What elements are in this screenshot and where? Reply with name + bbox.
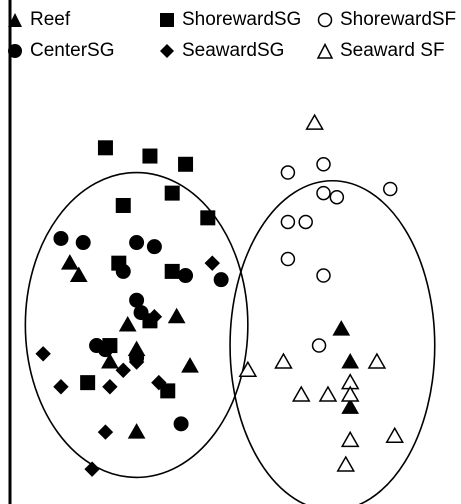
legend-label-seawardsg: SeawardSG <box>182 40 285 61</box>
point-seaward-sf-8 <box>340 385 360 402</box>
point-shorewardsf-8 <box>280 251 296 267</box>
point-shorewardsg-2 <box>142 148 158 164</box>
point-centersg-2 <box>75 235 91 251</box>
point-shorewardsf-7 <box>298 214 313 230</box>
point-seaward-sf-10 <box>340 430 360 448</box>
point-seaward-sf-2 <box>238 360 258 378</box>
diamond-filled-icon <box>160 44 174 58</box>
group-ellipses <box>24 171 436 504</box>
point-seaward-sf-1 <box>305 113 324 130</box>
legend: Reef ShorewardSG ShorewardSF CenterSG Se… <box>0 0 461 72</box>
point-centersg-13 <box>173 416 189 432</box>
point-shorewardsf-5 <box>383 181 398 197</box>
circle-open-icon <box>317 12 333 28</box>
legend-label-shorewardsf: ShorewardSF <box>340 9 457 30</box>
point-seawardsg-8 <box>146 309 163 325</box>
group-ellipse-1 <box>24 171 249 479</box>
point-reef-7 <box>341 353 360 369</box>
legend-label-shorewardsg: ShorewardSG <box>182 9 302 30</box>
point-seawardsg-6 <box>151 374 167 391</box>
point-centersg-6 <box>178 268 194 284</box>
point-seawardsg-3 <box>102 379 118 395</box>
point-shorewardsf-4 <box>329 189 345 205</box>
point-seawardsg-4 <box>115 362 131 378</box>
point-reef-10 <box>101 353 119 369</box>
data-points <box>35 113 404 477</box>
point-seaward-sf-7 <box>367 352 387 369</box>
point-seaward-sf-3 <box>274 352 293 369</box>
point-centersg-4 <box>146 239 162 255</box>
point-seawardsg-10 <box>84 461 100 477</box>
point-reef-2 <box>69 266 88 283</box>
point-centersg-1 <box>53 230 69 246</box>
point-centersg-9 <box>133 305 149 321</box>
point-seawardsg-7 <box>204 255 220 271</box>
point-reef-9 <box>127 423 146 439</box>
legend-item-seawardsg: SeawardSG <box>158 40 284 62</box>
point-shorewardsf-3 <box>316 185 331 201</box>
point-seawardsg-2 <box>53 379 69 395</box>
point-shorewardsg-6 <box>200 210 216 226</box>
legend-item-shorewardsg: ShorewardSG <box>158 9 301 31</box>
point-shorewardsf-10 <box>311 338 327 353</box>
point-shorewardsg-5 <box>115 197 131 213</box>
point-shorewardsf-2 <box>316 157 331 172</box>
point-reef-4 <box>167 307 186 324</box>
legend-label-seawardsf: Seaward SF <box>340 40 445 61</box>
point-centersg-5 <box>115 263 131 279</box>
point-centersg-11 <box>97 342 113 358</box>
point-shorewardsg-9 <box>80 375 96 391</box>
point-shorewardsg-4 <box>164 185 180 201</box>
square-filled-icon <box>160 13 174 27</box>
point-seaward-sf-11 <box>336 455 356 472</box>
point-shorewardsg-1 <box>97 140 113 156</box>
point-reef-8 <box>341 398 360 414</box>
legend-item-shorewardsf: ShorewardSF <box>316 9 456 31</box>
point-reef-3 <box>118 315 137 332</box>
legend-label-centersg: CenterSG <box>30 40 115 61</box>
point-shorewardsf-6 <box>280 214 296 230</box>
point-reef-6 <box>332 320 351 336</box>
point-shorewardsg-8 <box>164 263 180 279</box>
point-reef-1 <box>60 254 79 270</box>
point-centersg-7 <box>213 272 229 288</box>
point-seaward-sf-5 <box>318 385 338 402</box>
point-shorewardsf-1 <box>280 165 296 180</box>
point-centersg-3 <box>129 235 145 251</box>
legend-label-reef: Reef <box>30 9 71 30</box>
point-shorewardsg-3 <box>178 156 194 172</box>
group-ellipse-2 <box>229 180 436 504</box>
point-seawardsg-1 <box>35 346 51 362</box>
point-seaward-sf-4 <box>291 385 311 402</box>
legend-item-seawardsf: Seaward SF <box>316 40 445 62</box>
point-shorewardsf-9 <box>316 268 331 283</box>
triangle-open-icon <box>316 42 334 59</box>
point-seaward-sf-9 <box>385 426 404 443</box>
point-shorewardsg-10 <box>160 383 176 399</box>
point-reef-5 <box>181 357 199 373</box>
point-seawardsg-5 <box>128 354 145 370</box>
point-seawardsg-9 <box>97 424 114 440</box>
